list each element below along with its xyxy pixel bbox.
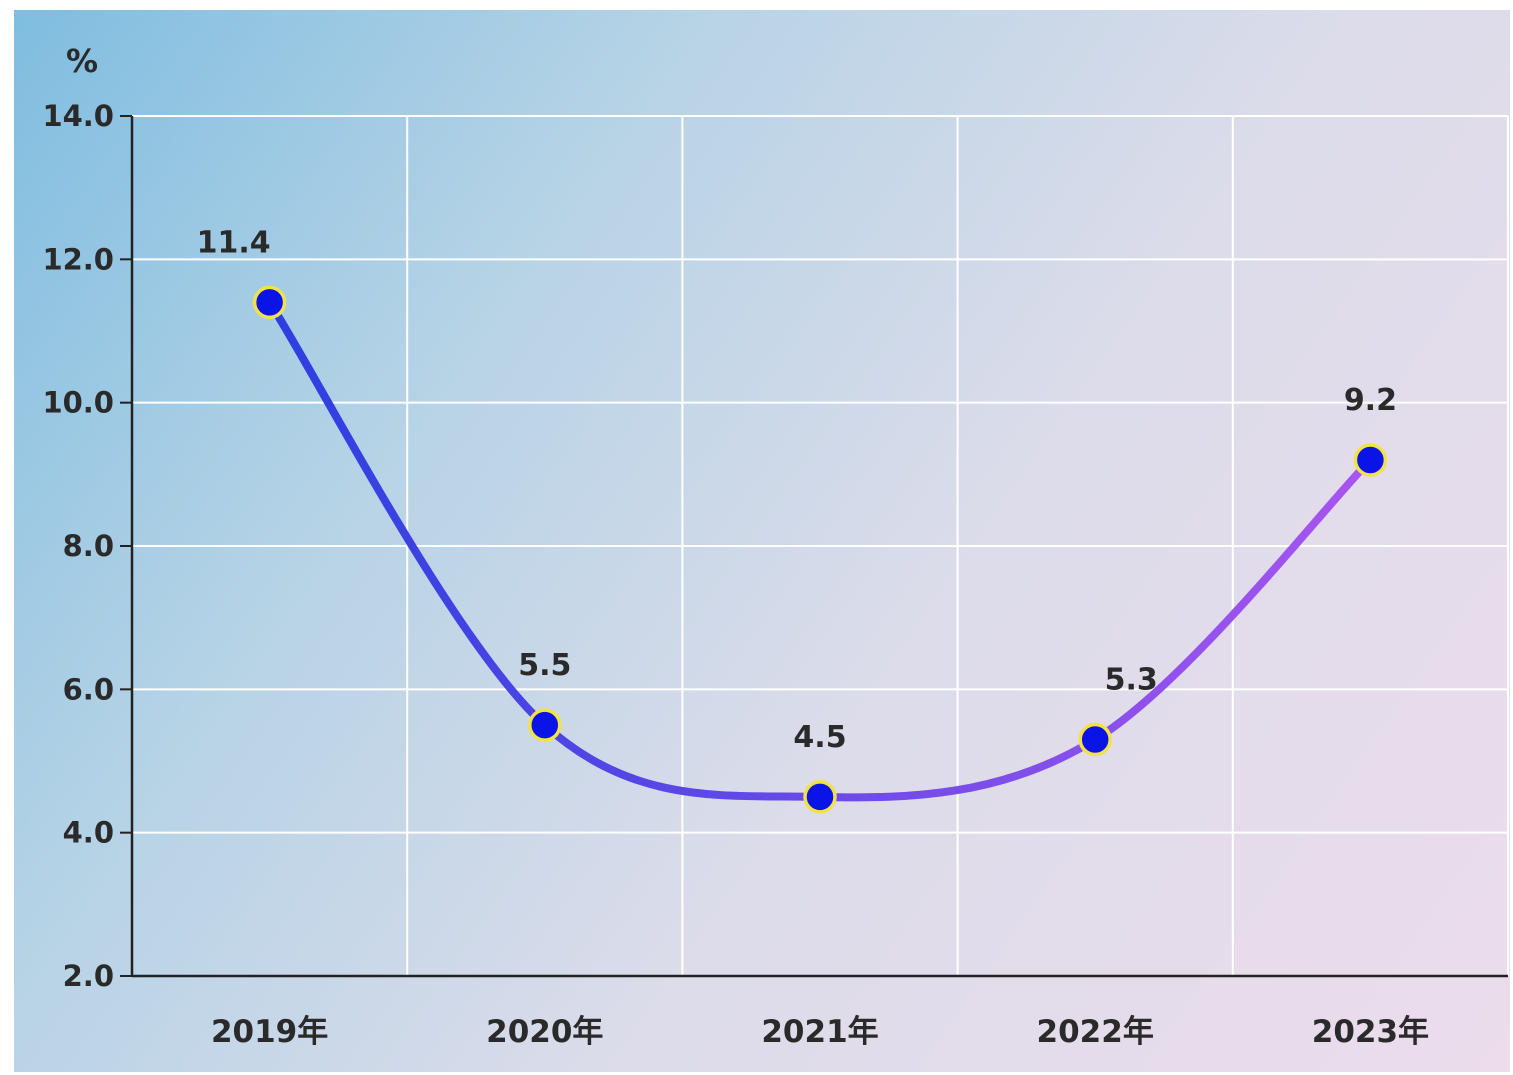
markers (252, 285, 1388, 814)
line-chart: 2.0 4.0 6.0 8.0 10.0 12.0 14.0% 2019年 2020年 2021年… (42, 42, 1509, 1050)
data-point (803, 780, 837, 814)
y-tick-label: 4.0 (63, 816, 114, 850)
y-tick-label: 10.0 (42, 386, 114, 420)
y-tick-label: 2.0 (63, 959, 114, 993)
data-point (252, 285, 287, 320)
chart-area: 2.0 4.0 6.0 8.0 10.0 12.0 14.0% 2019年 2020年 2021年… (14, 10, 1510, 1072)
data-point (1078, 722, 1112, 757)
y-tick-label: 8.0 (63, 529, 114, 563)
x-tick-label: 2019年 (211, 1014, 328, 1050)
data-label: 11.4 (197, 225, 271, 260)
y-tick-label: 6.0 (63, 672, 114, 706)
y-tick-label: 14.0 (42, 99, 114, 133)
x-tick-label: 2023年 (1312, 1014, 1429, 1050)
x-tick-label: 2022年 (1037, 1014, 1154, 1050)
data-point (1353, 443, 1388, 477)
data-label: 5.5 (518, 648, 571, 683)
data-label: 4.5 (793, 720, 846, 755)
data-point (528, 708, 562, 742)
y-tick-label: 12.0 (42, 242, 114, 276)
x-tick-label: 2020年 (486, 1014, 603, 1050)
data-label: 5.3 (1105, 663, 1158, 698)
axes (120, 115, 1508, 978)
data-label: 9.2 (1344, 383, 1397, 418)
x-tick-label: 2021年 (761, 1014, 878, 1050)
y-axis-unit-label: % (66, 42, 98, 80)
labels: 2.0 4.0 6.0 8.0 10.0 12.0 14.0% 2019年 2020年 2021年… (42, 42, 1429, 1050)
grid (132, 115, 1509, 976)
